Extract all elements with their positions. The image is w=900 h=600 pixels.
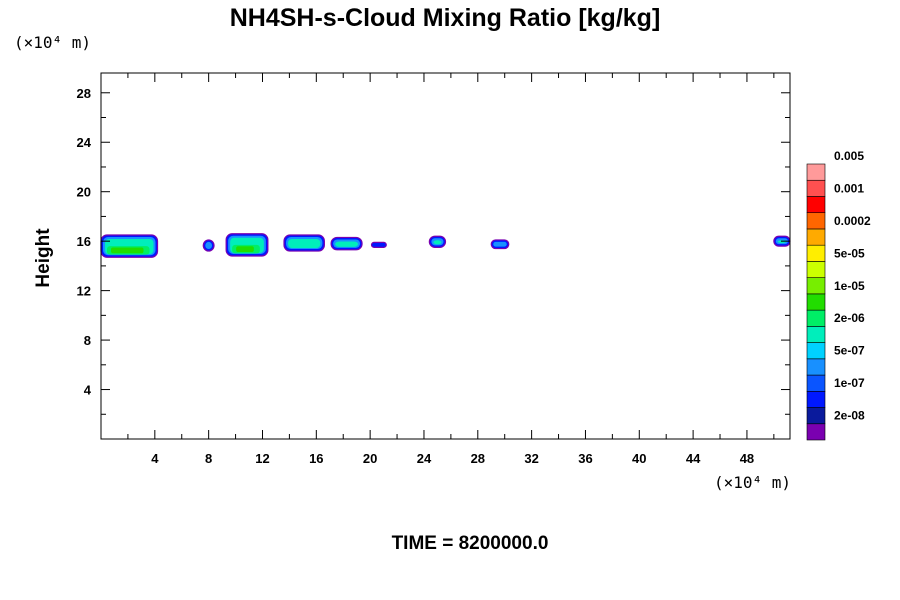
cloud-patch <box>428 235 447 248</box>
cloud-field <box>100 233 791 258</box>
colorbar-label: 5e-07 <box>834 344 865 358</box>
time-label: TIME = 8200000.0 <box>392 533 549 554</box>
colorbar-swatch <box>806 326 826 343</box>
cloud-inner <box>433 240 442 245</box>
x-tick-label: 28 <box>471 451 485 466</box>
cloud-core-peak <box>111 247 144 254</box>
colorbar-swatch <box>806 374 826 392</box>
x-tick-label: 16 <box>309 451 323 466</box>
cloud-patch <box>330 236 363 251</box>
x-tick-label: 40 <box>632 451 646 466</box>
colorbar-label: 5e-05 <box>834 246 865 260</box>
colorbar-swatch <box>806 277 826 295</box>
chart-title: NH4SH-s-Cloud Mixing Ratio [kg/kg] <box>230 4 661 32</box>
colorbar-label: 0.0002 <box>834 214 871 228</box>
colorbar-swatch <box>806 244 826 262</box>
x-tick-label: 20 <box>363 451 377 466</box>
cloud-patch <box>490 239 510 250</box>
colorbar-swatch <box>806 228 826 246</box>
x-tick-label: 24 <box>417 451 432 466</box>
x-tick-label: 48 <box>740 451 754 466</box>
plot-frame <box>100 72 791 440</box>
x-tick-label: 8 <box>205 451 212 466</box>
x-tick-label: 4 <box>151 451 159 466</box>
colorbar-swatch <box>806 163 826 181</box>
colorbar-swatch <box>806 309 826 327</box>
y-tick-label: 24 <box>77 135 92 150</box>
y-tick-label: 20 <box>77 185 91 200</box>
cloud-mid <box>205 241 213 250</box>
y-tick-label: 4 <box>84 383 92 398</box>
cloud-patch <box>202 239 215 252</box>
y-tick-label: 16 <box>77 234 91 249</box>
x-tick-label: 12 <box>255 451 269 466</box>
cloud-inner <box>777 240 786 244</box>
y-axis-label: Height <box>33 228 54 288</box>
colorbar-swatch <box>806 179 826 197</box>
colorbar-label: 1e-07 <box>834 376 865 390</box>
colorbar-swatch <box>806 358 826 376</box>
colorbar-label: 0.005 <box>834 149 864 163</box>
cloud-patch <box>100 234 159 258</box>
x-axis-unit: (×10⁴ m) <box>714 473 791 492</box>
cloud-core-peak <box>236 246 254 252</box>
colorbar-label: 1e-05 <box>834 279 865 293</box>
y-tick-label: 8 <box>84 333 91 348</box>
x-tick-label: 44 <box>686 451 701 466</box>
cloud-inner <box>335 241 359 247</box>
cloud-patch <box>370 241 387 248</box>
y-axis-unit: (×10⁴ m) <box>14 33 91 52</box>
colorbar-swatch <box>806 407 826 425</box>
colorbar-swatch <box>806 342 826 360</box>
cloud-patch <box>283 234 325 252</box>
cloud-outer <box>370 241 387 248</box>
cloud-patch <box>225 233 269 257</box>
colorbar-label: 2e-08 <box>834 409 865 423</box>
colorbar-label: 2e-06 <box>834 311 865 325</box>
y-tick-label: 12 <box>77 284 91 299</box>
x-tick-label: 32 <box>524 451 538 466</box>
cloud-inner <box>288 238 321 249</box>
colorbar-swatch <box>806 293 826 311</box>
colorbar-swatch <box>806 212 826 230</box>
colorbar-swatch <box>806 261 826 278</box>
y-tick-label: 28 <box>77 86 91 101</box>
cloud-mid <box>493 241 507 247</box>
colorbar-swatch <box>806 196 826 214</box>
colorbar: 2e-08 1e-07 5e-07 2e-06 1e-05 5e-05 0.0002 0.00… <box>806 149 871 441</box>
colorbar-swatch <box>806 423 826 441</box>
colorbar-swatch <box>806 390 826 408</box>
x-tick-label: 36 <box>578 451 592 466</box>
colorbar-label: 0.001 <box>834 181 864 195</box>
